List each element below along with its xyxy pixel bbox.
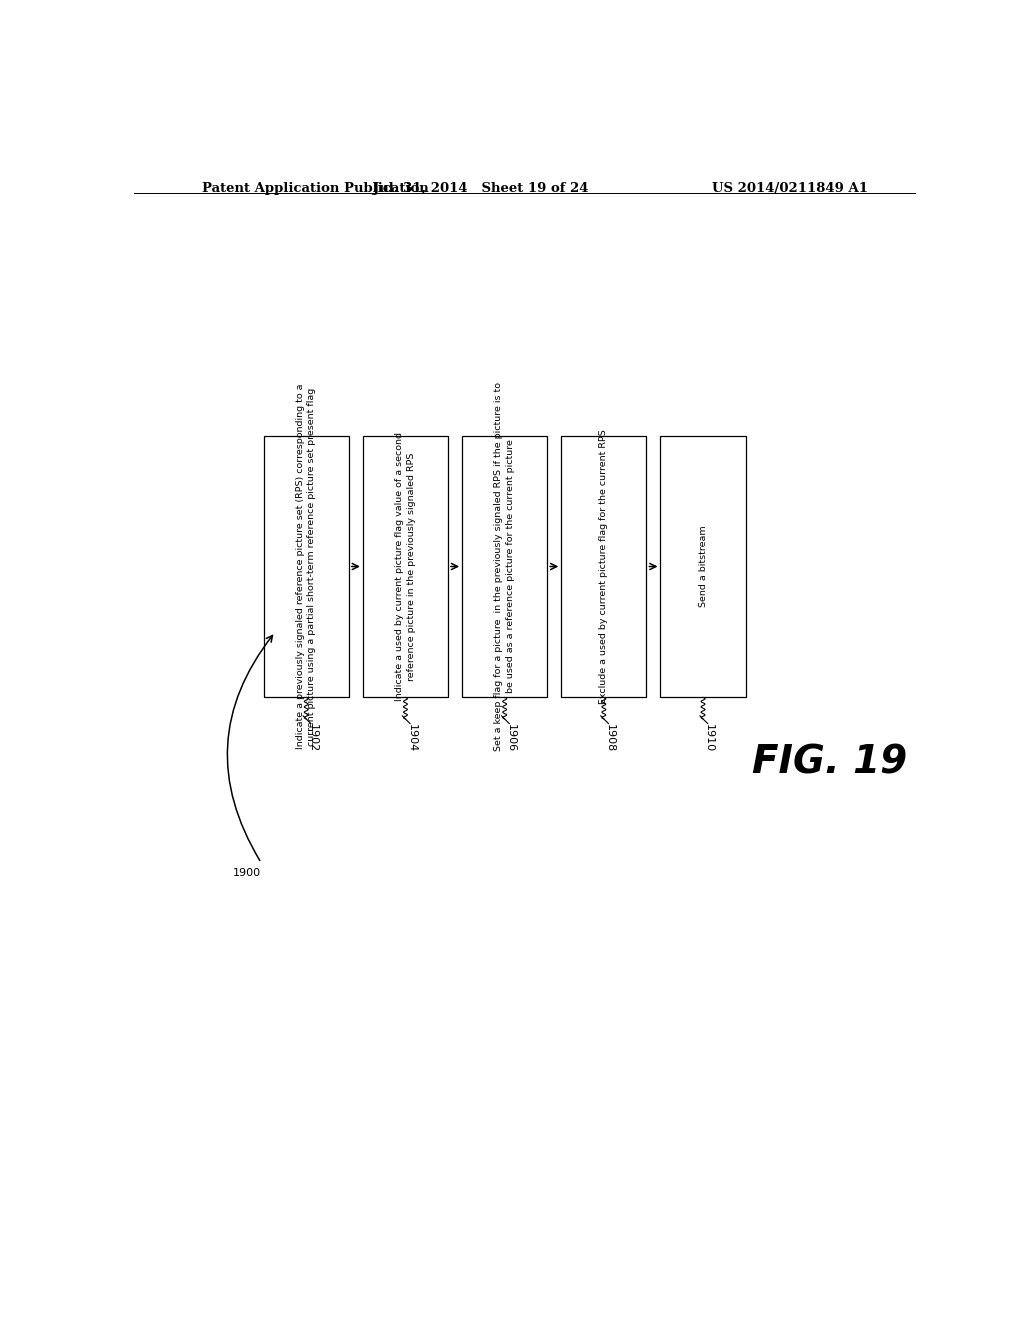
Text: Indicate a previously signaled reference picture set (RPS) corresponding to a
cu: Indicate a previously signaled reference…	[296, 384, 316, 750]
Text: Send a bitstream: Send a bitstream	[698, 525, 708, 607]
Bar	[462, 436, 547, 697]
Text: 1902: 1902	[307, 725, 317, 752]
Bar	[362, 436, 449, 697]
Text: Exclude a used by current picture flag for the current RPS: Exclude a used by current picture flag f…	[599, 429, 608, 704]
Text: 1904: 1904	[407, 725, 417, 752]
Text: Indicate a used by current picture flag value of a second
reference picture in t: Indicate a used by current picture flag …	[395, 432, 416, 701]
Text: Patent Application Publication: Patent Application Publication	[202, 182, 428, 194]
Bar	[660, 436, 745, 697]
Bar	[263, 436, 349, 697]
Text: US 2014/0211849 A1: US 2014/0211849 A1	[712, 182, 868, 194]
Text: 1908: 1908	[605, 725, 615, 752]
Text: 1910: 1910	[705, 725, 715, 752]
Bar	[561, 436, 646, 697]
Text: FIG. 19: FIG. 19	[752, 744, 907, 781]
Text: Jul. 31, 2014   Sheet 19 of 24: Jul. 31, 2014 Sheet 19 of 24	[373, 182, 589, 194]
Text: 1906: 1906	[506, 725, 516, 752]
Text: Set a keep flag for a picture  in the previously signaled RPS if the picture is : Set a keep flag for a picture in the pre…	[495, 381, 515, 751]
Text: 1900: 1900	[232, 869, 261, 878]
